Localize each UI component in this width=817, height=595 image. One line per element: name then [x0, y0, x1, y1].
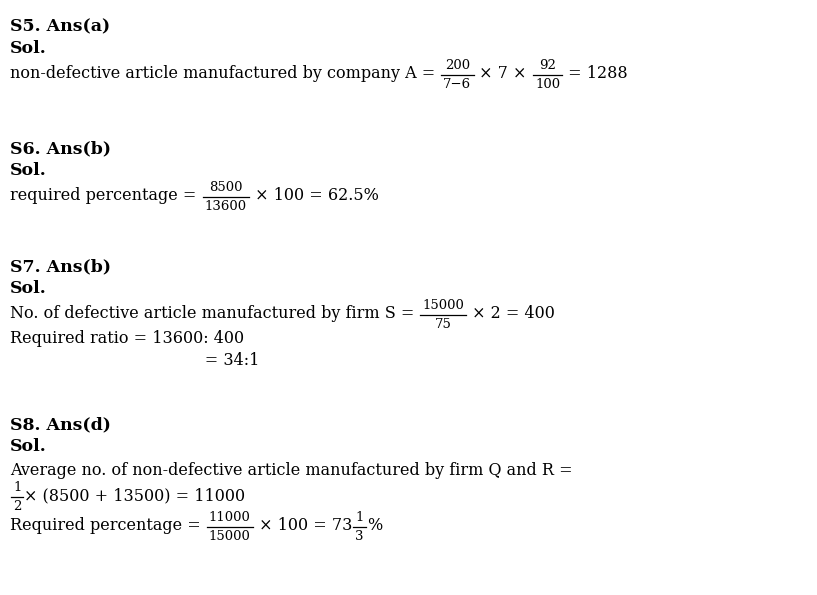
Text: Sol.: Sol. — [10, 280, 47, 297]
Text: S7. Ans(b): S7. Ans(b) — [10, 258, 111, 275]
Text: 2: 2 — [13, 500, 21, 513]
Text: × 100 = 62.5%: × 100 = 62.5% — [250, 187, 378, 204]
Text: = 1288: = 1288 — [563, 65, 627, 82]
Text: Sol.: Sol. — [10, 438, 47, 455]
Text: Required percentage =: Required percentage = — [10, 517, 206, 534]
Text: × 2 = 400: × 2 = 400 — [467, 305, 556, 322]
Text: required percentage =: required percentage = — [10, 187, 202, 204]
Text: × 7 ×: × 7 × — [475, 65, 532, 82]
Text: 1: 1 — [13, 481, 21, 494]
Text: 75: 75 — [435, 318, 452, 331]
Text: = 34:1: = 34:1 — [10, 352, 259, 369]
Text: Sol.: Sol. — [10, 40, 47, 57]
Text: Sol.: Sol. — [10, 162, 47, 179]
Text: %: % — [367, 517, 382, 534]
Text: 11000: 11000 — [209, 511, 251, 524]
Text: 7−6: 7−6 — [444, 78, 471, 91]
Text: × 100 = 73: × 100 = 73 — [254, 517, 352, 534]
Text: Average no. of non-defective article manufactured by firm Q and R =: Average no. of non-defective article man… — [10, 462, 573, 479]
Text: 1: 1 — [355, 511, 364, 524]
Text: S8. Ans(d): S8. Ans(d) — [10, 416, 111, 433]
Text: 200: 200 — [445, 59, 470, 72]
Text: 92: 92 — [539, 59, 556, 72]
Text: 8500: 8500 — [209, 181, 243, 194]
Text: 15000: 15000 — [422, 299, 464, 312]
Text: 13600: 13600 — [204, 200, 247, 213]
Text: 3: 3 — [355, 530, 364, 543]
Text: non-defective article manufactured by company A =: non-defective article manufactured by co… — [10, 65, 440, 82]
Text: × (8500 + 13500) = 11000: × (8500 + 13500) = 11000 — [25, 487, 245, 504]
Text: 100: 100 — [535, 78, 560, 91]
Text: 15000: 15000 — [209, 530, 251, 543]
Text: Required ratio = 13600: 400: Required ratio = 13600: 400 — [10, 330, 244, 347]
Text: No. of defective article manufactured by firm S =: No. of defective article manufactured by… — [10, 305, 419, 322]
Text: S5. Ans(a): S5. Ans(a) — [10, 18, 110, 35]
Text: S6. Ans(b): S6. Ans(b) — [10, 140, 111, 157]
